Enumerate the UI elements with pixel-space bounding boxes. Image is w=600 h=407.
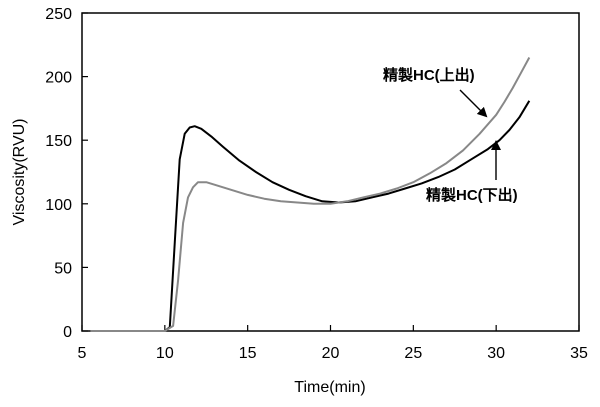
plot-frame xyxy=(81,12,580,332)
x-axis-label: Time(min) xyxy=(294,379,365,396)
y-tick-label: 200 xyxy=(45,70,72,87)
y-tick-label: 250 xyxy=(45,6,72,23)
x-tick-label: 35 xyxy=(570,345,588,362)
x-tick-label: 25 xyxy=(404,345,422,362)
series-line-2 xyxy=(90,57,531,332)
x-tick-label: 20 xyxy=(322,345,340,362)
y-tick-label: 150 xyxy=(45,133,72,150)
annotations: 精製HC(上出) 精製HC(下出) xyxy=(383,66,518,204)
y-tick-label: 0 xyxy=(63,324,72,341)
y-tick-label: 50 xyxy=(54,260,72,277)
x-tick-label: 30 xyxy=(487,345,505,362)
annotation-label-1: 精製HC(上出) xyxy=(383,66,475,84)
x-axis-ticks: 5 10 15 20 25 30 35 xyxy=(78,325,588,362)
y-axis-label: Viscosity(RVU) xyxy=(11,119,28,226)
annotation-label-2: 精製HC(下出) xyxy=(426,186,518,204)
series-line-1 xyxy=(90,100,531,332)
y-tick-label: 100 xyxy=(45,197,72,214)
x-tick-label: 15 xyxy=(239,345,257,362)
x-tick-label: 5 xyxy=(78,345,87,362)
y-axis-ticks: 0 50 100 150 200 250 xyxy=(45,6,88,341)
series-lines xyxy=(90,57,531,332)
x-tick-label: 10 xyxy=(156,345,174,362)
annotation-arrow-1 xyxy=(459,89,488,118)
